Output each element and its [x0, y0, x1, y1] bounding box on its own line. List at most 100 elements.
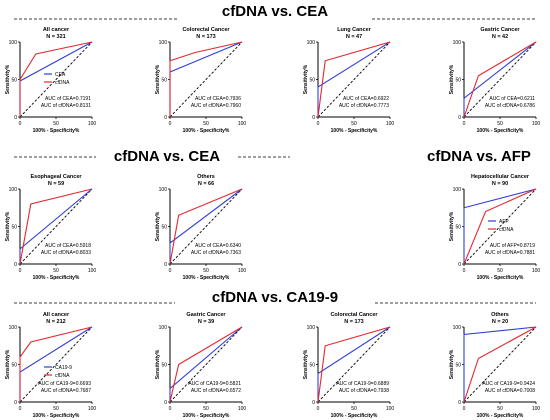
panel-title: All cancer — [43, 27, 70, 33]
section-header-cea-middle: cfDNA vs. CEA — [14, 148, 290, 165]
roc-line-cea — [463, 41, 537, 117]
reference-diagonal — [19, 326, 93, 403]
roc-line-cfdna — [19, 326, 93, 402]
roc-line-cea — [317, 41, 391, 117]
y-tick-label: 50 — [11, 362, 17, 368]
panel-title: Others — [197, 174, 215, 180]
roc-line-cfdna — [19, 41, 93, 117]
y-tick-label: 0 — [164, 400, 167, 406]
auc-label: AUC of cfDNA=0.6572 — [191, 388, 241, 394]
roc-line-cfdna — [463, 188, 537, 265]
x-axis-label: 100% - Specificity% — [477, 128, 524, 134]
panel-subtitle: N = 66 — [198, 181, 214, 187]
x-tick-label: 0 — [169, 268, 172, 274]
panel-subtitle: N = 212 — [46, 319, 65, 325]
roc-line-cfdna — [19, 188, 93, 265]
x-tick-label: 50 — [203, 268, 209, 274]
y-tick-label: 100 — [453, 325, 462, 331]
y-axis-label: Sensitivity% — [449, 349, 455, 379]
y-tick-label: 50 — [309, 362, 315, 368]
roc-line-cfdna — [169, 188, 243, 265]
x-tick-label: 50 — [497, 121, 503, 127]
x-tick-label: 50 — [351, 406, 357, 412]
x-tick-label: 0 — [169, 121, 172, 127]
auc-label: AUC of cfDNA=0.7938 — [339, 388, 389, 394]
y-tick-label: 50 — [161, 362, 167, 368]
x-axis-label: 100% - Specificity% — [331, 128, 378, 134]
x-tick-label: 0 — [19, 406, 22, 412]
panel-subtitle: N = 20 — [492, 319, 508, 325]
y-axis-label: Sensitivity% — [449, 64, 455, 94]
roc-line-cfdna — [317, 326, 391, 403]
y-axis-label: Sensitivity% — [449, 211, 455, 241]
y-tick-label: 50 — [11, 224, 17, 230]
panel-subtitle: N = 173 — [196, 34, 215, 40]
roc-line-cfdna — [463, 41, 537, 118]
panel-title: All cancer — [43, 312, 70, 318]
roc-line-ca19-9 — [317, 326, 391, 402]
y-axis-label: Sensitivity% — [5, 64, 11, 94]
x-tick-label: 100 — [238, 268, 247, 274]
legend-label: CA19-9 — [55, 365, 72, 371]
y-tick-label: 100 — [9, 325, 18, 331]
x-tick-label: 100 — [386, 406, 395, 412]
x-tick-label: 100 — [532, 406, 541, 412]
legend-label: cfDNA — [55, 80, 70, 86]
auc-label: AUC of cfDNA=0.7008 — [485, 388, 535, 394]
auc-label: AUC of cfDNA=0.7960 — [191, 103, 241, 109]
roc-line-afp — [463, 188, 537, 264]
panel-subtitle: N = 42 — [492, 34, 508, 40]
x-tick-label: 100 — [88, 268, 97, 274]
x-tick-label: 0 — [463, 406, 466, 412]
y-axis-label: Sensitivity% — [5, 349, 11, 379]
y-tick-label: 100 — [159, 187, 168, 193]
x-tick-label: 0 — [169, 406, 172, 412]
panel-subtitle: N = 47 — [346, 34, 362, 40]
legend-label: CEA — [55, 72, 66, 78]
auc-label: AUC of cfDNA=0.8033 — [41, 250, 91, 256]
section-title: cfDNA vs. CA19-9 — [212, 289, 338, 306]
x-tick-label: 100 — [88, 406, 97, 412]
y-tick-label: 0 — [14, 262, 17, 268]
y-tick-label: 100 — [159, 40, 168, 46]
panel-title: Lung Cancer — [337, 27, 371, 33]
roc-line-cfdna — [169, 326, 243, 403]
section-header-ca19-9: cfDNA vs. CA19-9 — [14, 289, 536, 306]
y-tick-label: 100 — [307, 40, 316, 46]
x-tick-label: 0 — [19, 121, 22, 127]
x-tick-label: 50 — [53, 406, 59, 412]
roc-line-cfdna — [463, 326, 537, 403]
auc-label: AUC of cfDNA=0.7773 — [339, 103, 389, 109]
y-tick-label: 0 — [312, 115, 315, 121]
panel-subtitle: N = 90 — [492, 181, 508, 187]
y-tick-label: 50 — [309, 77, 315, 83]
y-tick-label: 50 — [161, 77, 167, 83]
y-axis-label: Sensitivity% — [155, 211, 161, 241]
y-tick-label: 0 — [312, 400, 315, 406]
y-tick-label: 0 — [14, 115, 17, 121]
x-axis-label: 100% - Specificity% — [33, 128, 80, 134]
y-tick-label: 0 — [164, 115, 167, 121]
x-tick-label: 0 — [317, 406, 320, 412]
y-axis-label: Sensitivity% — [303, 349, 309, 379]
reference-diagonal — [169, 326, 243, 403]
section-title: cfDNA vs. CEA — [222, 3, 328, 20]
x-tick-label: 0 — [463, 121, 466, 127]
y-tick-label: 50 — [455, 224, 461, 230]
x-tick-label: 100 — [386, 121, 395, 127]
x-axis-label: 100% - Specificity% — [183, 128, 230, 134]
x-tick-label: 0 — [19, 268, 22, 274]
y-tick-label: 100 — [453, 187, 462, 193]
auc-label: AUC of CEA=0.6211 — [489, 96, 535, 102]
auc-label: AUC of CEA=0.6340 — [195, 243, 241, 249]
x-tick-label: 50 — [53, 121, 59, 127]
section-title: cfDNA vs. CEA — [114, 148, 220, 165]
x-axis-label: 100% - Specificity% — [477, 413, 524, 419]
panel-subtitle: N = 39 — [198, 319, 214, 325]
